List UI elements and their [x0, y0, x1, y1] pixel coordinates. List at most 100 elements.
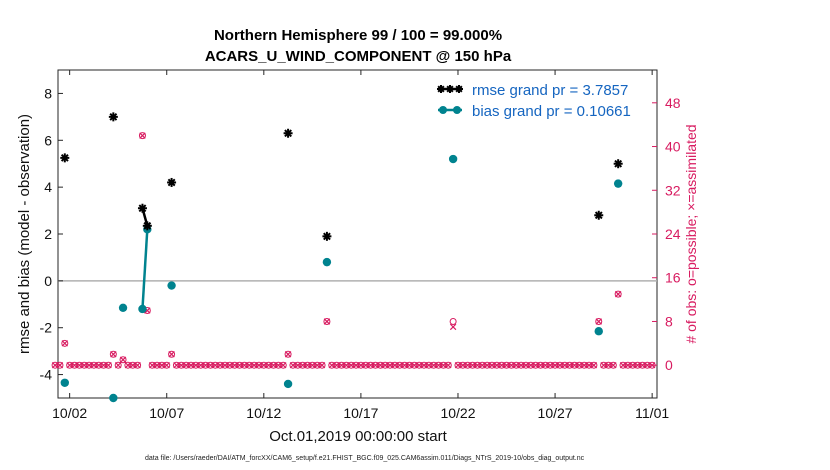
- rmse-series: [60, 112, 623, 241]
- obs-possible-marker: [182, 361, 190, 369]
- obs-possible-marker: [337, 361, 345, 369]
- obs-possible-marker: [56, 361, 64, 369]
- obs-assimilated-marker: [551, 361, 559, 369]
- obs-possible-marker: [104, 361, 112, 369]
- legend: rmse grand pr = 3.7857 bias grand pr = 0…: [437, 82, 631, 120]
- obs-possible-marker: [313, 361, 321, 369]
- obs-possible-marker: [638, 361, 646, 369]
- y-right-tick-label: 48: [665, 95, 681, 111]
- y-right-tick-label: 24: [665, 226, 681, 242]
- obs-possible-marker: [580, 361, 588, 369]
- obs-possible-marker: [177, 361, 185, 369]
- obs-assimilated-marker: [595, 318, 602, 325]
- obs-possible-marker: [503, 361, 511, 369]
- x-tick-label: 10/07: [149, 405, 184, 421]
- y-axis-right-label: # of obs: o=possible; ×=assimilated: [683, 124, 699, 343]
- obs-assimilated-marker: [605, 361, 612, 369]
- obs-possible-marker: [478, 361, 486, 369]
- obs-possible-marker: [469, 361, 477, 369]
- obs-assimilated-marker: [624, 361, 632, 369]
- rmse-point: [594, 210, 604, 220]
- obs-assimilated-marker: [80, 361, 88, 369]
- obs-possible-marker: [333, 361, 341, 369]
- obs-assimilated-marker: [576, 361, 583, 369]
- obs-assimilated-marker: [313, 361, 321, 369]
- x-tick-label: 10/27: [538, 405, 573, 421]
- obs-assimilated-marker: [207, 361, 214, 369]
- obs-possible-marker: [153, 361, 161, 369]
- obs-assimilated-marker: [445, 361, 452, 369]
- obs-assimilated-marker: [236, 361, 243, 369]
- obs-assimilated-marker: [182, 361, 190, 369]
- obs-possible-marker: [221, 361, 229, 369]
- obs-assimilated-marker: [71, 361, 78, 369]
- x-axis-label: Oct.01,2019 00:00:00 start: [269, 428, 447, 445]
- obs-possible-marker: [575, 361, 583, 369]
- obs-possible-marker: [600, 361, 608, 369]
- obs-possible-marker: [386, 361, 394, 369]
- obs-assimilated-marker: [114, 361, 122, 369]
- obs-possible-marker: [362, 361, 370, 369]
- bias-point: [60, 378, 69, 387]
- obs-assimilated-marker: [464, 361, 471, 369]
- obs-assimilated-marker: [406, 361, 413, 369]
- obs-assimilated-marker: [600, 361, 607, 369]
- obs-assimilated-marker: [561, 361, 568, 369]
- obs-possible-marker: [163, 361, 171, 369]
- obs-possible-marker: [585, 361, 593, 369]
- obs-assimilated-marker: [396, 361, 403, 369]
- obs-possible-marker: [566, 361, 574, 369]
- obs-possible-marker: [197, 361, 205, 369]
- obs-assimilated-marker: [386, 361, 394, 369]
- obs-counts-layer: [51, 132, 656, 369]
- obs-possible-marker: [420, 361, 428, 369]
- obs-possible-marker: [537, 361, 545, 369]
- y-axis-left-label: rmse and bias (model - observation): [16, 114, 33, 354]
- obs-assimilated-marker: [585, 361, 593, 369]
- obs-assimilated-marker: [546, 361, 554, 369]
- obs-possible-marker: [493, 361, 501, 369]
- obs-assimilated-marker: [362, 361, 369, 369]
- obs-assimilated-marker: [153, 361, 161, 369]
- obs-possible-marker: [129, 361, 137, 369]
- obs-possible-marker: [488, 361, 496, 369]
- obs-assimilated-marker: [90, 361, 98, 369]
- obs-assimilated-marker: [212, 361, 219, 369]
- obs-possible-marker: [240, 361, 248, 369]
- bias-point: [448, 154, 458, 164]
- obs-possible-marker: [323, 317, 331, 325]
- obs-assimilated-marker: [634, 361, 641, 369]
- obs-assimilated-marker: [246, 361, 253, 369]
- obs-assimilated-marker: [173, 361, 180, 369]
- obs-possible-marker: [357, 361, 365, 369]
- obs-possible-marker: [391, 361, 399, 369]
- y-left-tick-label: 6: [44, 132, 52, 148]
- obs-possible-marker: [444, 361, 452, 369]
- obs-possible-marker: [604, 361, 612, 369]
- obs-possible-marker: [512, 361, 520, 369]
- obs-assimilated-marker: [639, 361, 646, 369]
- obs-possible-marker: [51, 361, 59, 369]
- obs-assimilated-marker: [517, 361, 525, 369]
- y-left-tick-label: 8: [44, 85, 52, 101]
- obs-possible-marker: [629, 361, 637, 369]
- obs-possible-marker: [401, 361, 409, 369]
- bias-line-segment: [141, 229, 149, 310]
- legend-rmse-label: rmse grand pr = 3.7857: [472, 82, 628, 99]
- obs-assimilated-marker: [202, 361, 209, 369]
- obs-possible-marker: [634, 361, 642, 369]
- obs-possible-marker: [561, 361, 569, 369]
- y-right-tick-label: 0: [665, 357, 673, 373]
- obs-possible-marker: [66, 361, 74, 369]
- rmse-point: [283, 128, 293, 138]
- obs-assimilated-marker: [479, 361, 486, 369]
- legend-bias-marker: [439, 106, 461, 114]
- obs-possible-marker: [527, 361, 535, 369]
- obs-possible-marker: [328, 361, 336, 369]
- obs-assimilated-marker: [134, 361, 141, 369]
- bias-point: [594, 327, 603, 336]
- obs-assimilated-marker: [619, 361, 627, 369]
- obs-assimilated-marker: [265, 361, 272, 369]
- y-right-tick-label: 40: [665, 139, 681, 155]
- rmse-point: [322, 231, 332, 241]
